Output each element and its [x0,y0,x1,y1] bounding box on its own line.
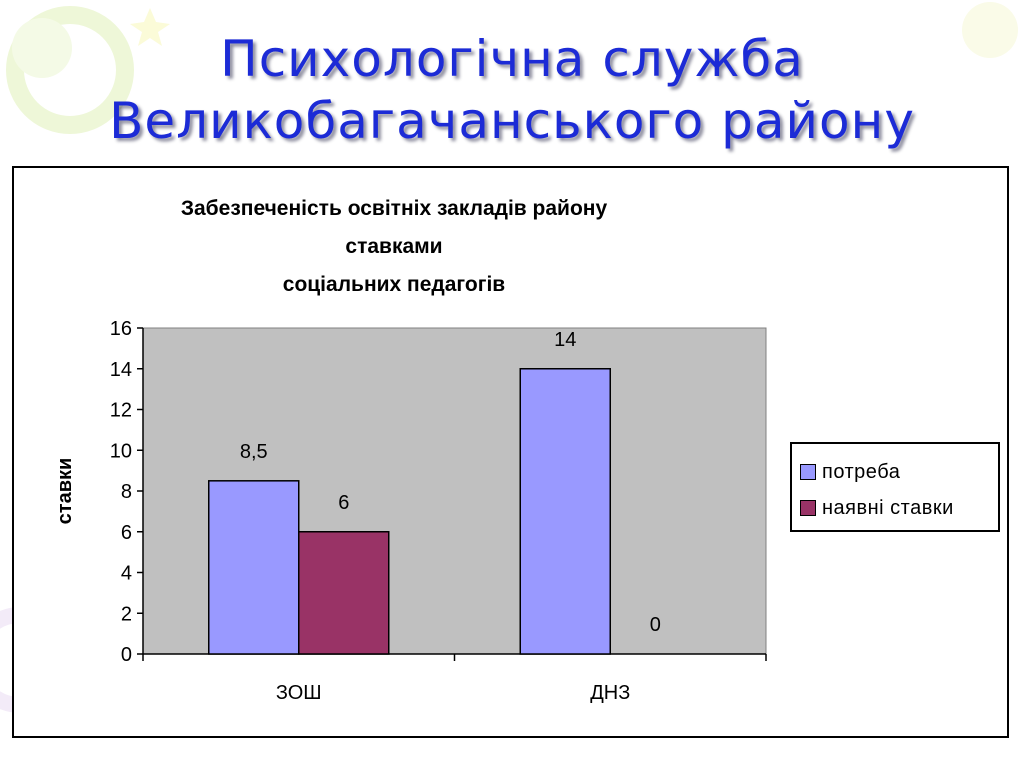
decorative-circle [962,2,1018,58]
x-tick-label: ЗОШ [276,682,322,704]
y-tick-label: 14 [110,359,132,381]
y-tick-label: 2 [121,603,132,625]
decorative-star [130,8,170,46]
bar-need [519,368,611,655]
y-tick-label: 12 [110,400,132,422]
decorative-circle [12,18,72,78]
data-label: 6 [338,492,349,514]
legend-item-need: потреба [800,454,998,490]
y-tick-label: 0 [121,644,132,666]
y-tick-label: 16 [110,318,132,340]
slide-title-line-1: Психологічна служба [220,30,804,88]
bar-chart: 0 2 4 6 8 10 12 14 16 ЗОШ ДНЗ ставки 8,5 14 6 0 [54,318,767,704]
data-label: 14 [554,329,576,351]
data-label: 8,5 [240,441,268,463]
slide-title: Психологічна служба Великобагачанського … [0,28,1024,152]
legend-swatch-need [800,464,816,480]
chart-area: Забезпеченість освітніх закладів району … [12,166,1009,738]
data-label: 0 [650,614,661,636]
legend-item-available: наявні ставки [800,490,998,526]
chart-title-line-2: соціальних педагогів [282,273,506,296]
y-tick-label: 4 [121,563,132,585]
y-axis-title: ставки [54,458,76,525]
decorative-circle [6,6,134,134]
legend-swatch-available [800,500,816,516]
chart-legend: потреба наявні ставки [790,442,1000,532]
legend-label-need: потреба [822,460,901,483]
y-tick-label: 10 [110,440,132,462]
y-tick-label: 6 [121,522,132,544]
slide-title-line-2: Великобагачанського району [109,92,915,150]
legend-label-available: наявні ставки [822,496,954,519]
y-tick-label: 8 [121,481,132,503]
bar-need [208,480,300,655]
x-tick-label: ДНЗ [590,682,630,704]
chart-title-line-1: Забезпеченість освітніх закладів району … [180,197,608,258]
bar-available [298,531,390,655]
chart-title: Забезпеченість освітніх закладів району … [144,190,644,304]
